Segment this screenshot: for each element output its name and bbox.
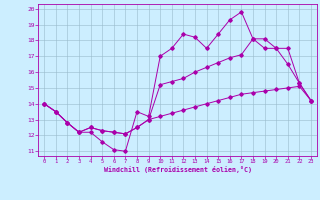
X-axis label: Windchill (Refroidissement éolien,°C): Windchill (Refroidissement éolien,°C) [104, 166, 252, 173]
